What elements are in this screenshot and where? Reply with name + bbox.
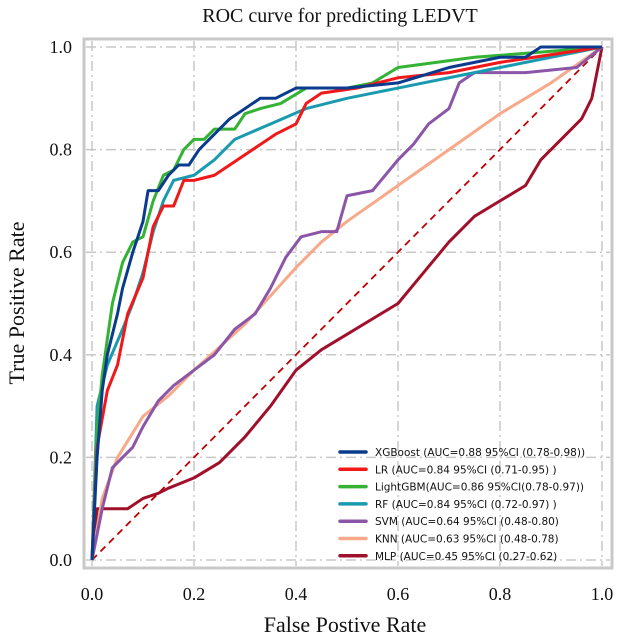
x-tick-label: 0.6	[387, 584, 410, 604]
grid	[86, 41, 610, 566]
x-tick-label: 0.2	[183, 584, 206, 604]
legend-label-mlp: MLP (AUC=0.45 95%CI (0.27-0.62)	[375, 551, 557, 563]
legend-label-rf: RF (AUC=0.84 95%CI (0.72-0.97) )	[375, 499, 557, 511]
x-tick-label: 1.0	[591, 584, 614, 604]
series-lines	[90, 45, 604, 561]
y-tick-label: 0.8	[50, 140, 73, 160]
x-tick-label: 0.8	[489, 584, 512, 604]
roc-line-mlp	[90, 46, 604, 561]
legend-label-knn: KNN (AUC=0.63 95%CI (0.48-0.78)	[375, 534, 559, 546]
legend-label-xgboost: XGBoost (AUC=0.88 95%CI (0.78-0.98))	[375, 447, 585, 459]
roc-line-knn	[90, 45, 603, 561]
legend-label-lr: LR (AUC=0.84 95%CI (0.71-0.95) )	[375, 464, 557, 476]
x-tick-label: 0.0	[81, 584, 104, 604]
roc-line-svm	[90, 45, 603, 561]
roc-line-xgboost	[90, 45, 602, 561]
x-tick-label: 0.4	[285, 584, 308, 604]
y-tick-label: 0.0	[50, 550, 73, 570]
y-tick-label: 0.2	[50, 447, 73, 467]
plot-frame	[82, 37, 614, 570]
legend-label-lightgbm: LightGBM(AUC=0.86 95%CI(0.78-0.97))	[375, 482, 584, 494]
y-tick-label: 0.4	[50, 345, 73, 365]
legend: XGBoost (AUC=0.88 95%CI (0.78-0.98)) LR (…	[338, 447, 585, 563]
legend-label-svm: SVM (AUC=0.64 95%CI (0.48-0.80)	[375, 516, 559, 528]
x-axis-label: False Postive Rate	[264, 612, 427, 637]
tick-labels: 0.0 0.2 0.4 0.6 0.8 1.0 0.0 0.2 0.4 0.6 0.8 1.0	[50, 37, 614, 604]
diagonal-reference-line	[91, 46, 603, 561]
y-tick-label: 1.0	[50, 37, 73, 57]
y-axis-label: True Positive Rate	[4, 222, 29, 385]
y-tick-label: 0.6	[50, 242, 73, 262]
chart-title: ROC curve for predicting LEDVT	[202, 5, 477, 27]
